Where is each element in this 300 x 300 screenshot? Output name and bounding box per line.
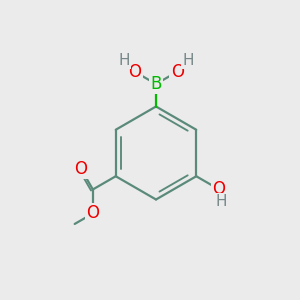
Text: H: H [118, 53, 130, 68]
Text: H: H [216, 194, 227, 209]
Text: B: B [150, 75, 162, 93]
Text: O: O [86, 205, 99, 223]
Text: O: O [212, 180, 225, 198]
Text: H: H [182, 53, 194, 68]
Text: O: O [74, 160, 87, 178]
Text: O: O [171, 63, 184, 81]
Text: O: O [128, 63, 141, 81]
